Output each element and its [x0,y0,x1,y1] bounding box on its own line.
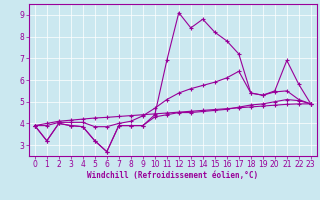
X-axis label: Windchill (Refroidissement éolien,°C): Windchill (Refroidissement éolien,°C) [87,171,258,180]
